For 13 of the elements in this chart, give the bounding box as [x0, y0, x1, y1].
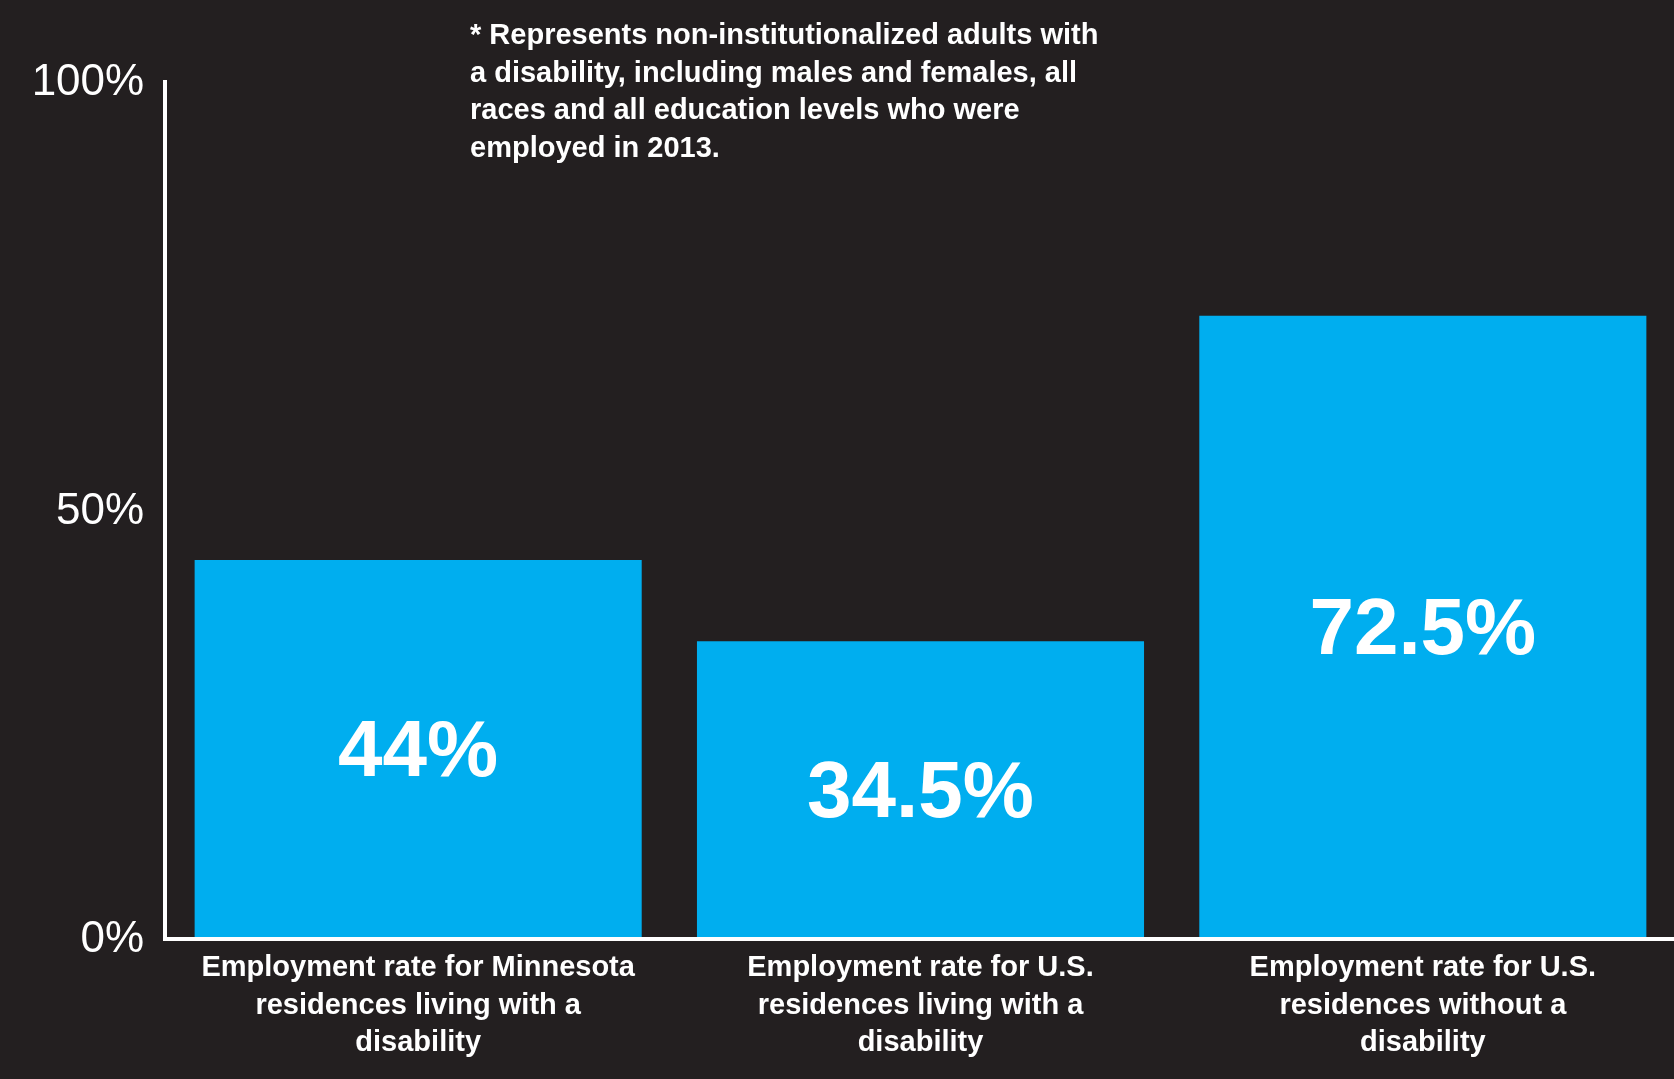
annotation: * Represents non-institutionalized adults with a disability, including males and females, all races and all education levels who were employed in 2013.: [470, 18, 1099, 164]
x-tick-label: Employment rate for Minnesota residences living with a disability: [201, 949, 636, 1058]
bar: [1199, 315, 1647, 937]
data-label: 34.5%: [807, 744, 1034, 834]
y-tick-label: 0%: [80, 912, 145, 962]
y-tick-label: 50%: [56, 483, 145, 533]
x-tick-label: Employment rate for U.S. residences without a disability: [1249, 949, 1597, 1058]
y-tick-label: 100%: [31, 55, 145, 105]
x-tick-label: Employment rate for U.S. residences living with a disability: [747, 949, 1094, 1058]
bar: [194, 559, 642, 937]
data-label: 44%: [338, 703, 499, 793]
data-label: 72.5%: [1309, 581, 1537, 671]
bar: [696, 641, 1145, 937]
